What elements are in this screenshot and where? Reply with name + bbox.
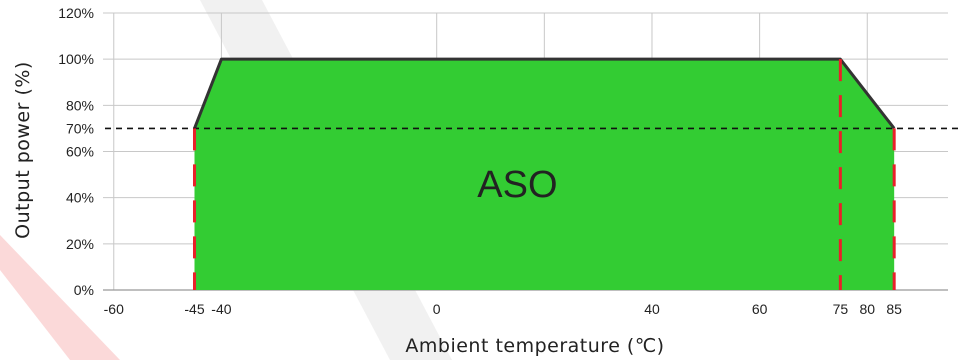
y-tick-label: 120% [58,5,94,21]
y-tick-label: 80% [66,97,94,113]
x-tick-label: 75 [833,301,849,317]
x-tick-label: -60 [104,301,124,317]
y-tick-label: 0% [74,282,94,298]
y-axis-title: Output power (%) [12,61,34,239]
x-tick-label: 85 [886,301,902,317]
x-tick-label: 40 [644,301,660,317]
x-axis-title: Ambient temperature (℃) [405,335,664,357]
y-tick-label: 60% [66,144,94,160]
aso-area-layer [193,57,896,290]
y-tick-label: 20% [66,236,94,252]
guide-lines [105,59,962,290]
y-tick-label: 70% [66,120,94,136]
watermark-stripe-red [0,235,120,360]
x-tick-label: -45 [184,301,204,317]
x-tick-labels: -60 -45 -40 0 40 60 75 80 85 [104,301,903,317]
x-tick-label: 0 [433,301,441,317]
x-tick-label: 60 [752,301,768,317]
y-tick-labels: 0% 20% 40% 60% 70% 80% 100% 120% [58,5,94,298]
aso-area-fill [194,59,895,290]
x-tick-label: 80 [859,301,875,317]
aso-annotation: ASO [477,164,557,206]
y-tick-label: 100% [58,51,94,67]
y-tick-label: 40% [66,190,94,206]
aso-area-outline [193,57,896,130]
x-tick-label: -40 [211,301,231,317]
